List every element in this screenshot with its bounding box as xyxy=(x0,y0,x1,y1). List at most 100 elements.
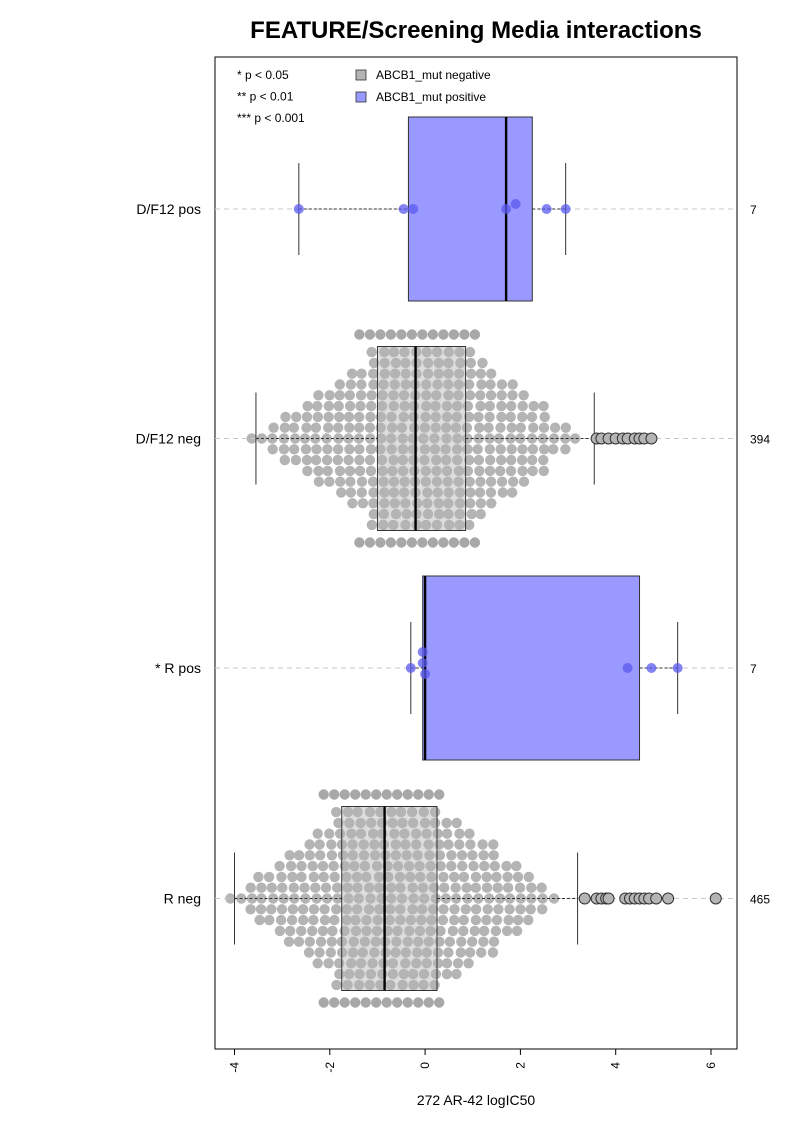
data-point xyxy=(276,871,287,883)
data-point xyxy=(368,498,379,509)
data-point xyxy=(528,400,539,412)
outlier-point xyxy=(578,892,591,905)
data-point xyxy=(323,400,334,412)
data-point xyxy=(434,997,445,1008)
data-point xyxy=(350,789,361,800)
data-point xyxy=(366,817,377,829)
data-point xyxy=(389,828,400,839)
data-point xyxy=(387,817,398,829)
data-point xyxy=(438,871,449,883)
data-point xyxy=(398,968,409,980)
data-point xyxy=(329,914,340,926)
data-point xyxy=(539,444,550,455)
data-point xyxy=(512,871,524,883)
data-point xyxy=(356,476,368,487)
data-point xyxy=(452,454,463,466)
data-point xyxy=(308,904,320,915)
data-point xyxy=(368,368,379,379)
data-point xyxy=(537,904,548,915)
data-point xyxy=(367,828,379,839)
data-point xyxy=(363,882,375,893)
data-point xyxy=(417,537,428,548)
group-n-label: 465 xyxy=(750,893,770,907)
data-point xyxy=(364,806,376,818)
data-point xyxy=(278,893,289,904)
data-point xyxy=(365,465,377,477)
data-point xyxy=(385,329,397,340)
data-point xyxy=(407,882,418,893)
data-point xyxy=(478,936,489,947)
data-point xyxy=(453,465,465,477)
data-point xyxy=(443,346,454,358)
data-point xyxy=(388,390,399,401)
data-point xyxy=(459,537,470,548)
data-point xyxy=(446,850,457,861)
data-point xyxy=(438,537,449,548)
data-point xyxy=(406,537,418,548)
data-point xyxy=(334,379,345,390)
data-point xyxy=(453,390,464,401)
x-axis-label: 272 AR-42 logIC50 xyxy=(417,1092,536,1108)
data-point xyxy=(458,871,470,883)
data-point xyxy=(397,444,409,455)
data-point xyxy=(440,444,451,455)
data-point xyxy=(548,433,560,444)
group-label: D/F12 pos xyxy=(136,201,201,217)
data-point xyxy=(369,839,380,850)
data-point xyxy=(331,904,342,915)
box xyxy=(422,575,641,761)
data-point xyxy=(354,329,365,340)
data-point xyxy=(405,914,417,926)
data-point xyxy=(354,968,365,980)
data-point xyxy=(431,346,443,358)
data-point xyxy=(501,204,512,214)
data-point xyxy=(417,647,428,657)
data-point xyxy=(322,444,333,455)
data-point xyxy=(475,498,487,509)
data-point xyxy=(397,433,408,444)
data-point xyxy=(356,487,367,498)
data-point xyxy=(365,411,376,423)
data-point xyxy=(280,411,291,423)
data-point xyxy=(367,958,378,969)
data-point xyxy=(347,947,359,958)
data-point xyxy=(344,968,355,980)
data-point xyxy=(321,454,333,466)
data-point xyxy=(307,860,318,872)
data-point xyxy=(341,904,352,915)
data-point xyxy=(308,871,319,883)
data-point xyxy=(474,422,485,433)
data-point xyxy=(315,850,326,861)
data-point xyxy=(389,379,400,390)
data-point xyxy=(319,904,330,915)
data-point xyxy=(437,914,449,926)
data-point xyxy=(440,893,452,904)
data-point xyxy=(344,444,355,455)
data-point xyxy=(225,893,236,904)
data-point xyxy=(375,537,386,548)
data-point xyxy=(504,904,515,915)
data-point xyxy=(326,936,337,947)
data-point xyxy=(475,508,486,520)
data-point xyxy=(474,487,486,498)
group-label: R neg xyxy=(164,891,201,907)
data-point xyxy=(458,914,469,926)
data-point xyxy=(407,817,419,829)
data-point xyxy=(319,914,331,926)
data-point xyxy=(293,936,305,947)
data-point xyxy=(517,411,528,423)
data-point xyxy=(512,914,524,926)
data-point xyxy=(430,400,441,412)
data-point xyxy=(458,925,469,937)
data-point xyxy=(421,379,432,390)
data-point xyxy=(424,850,435,861)
data-point xyxy=(368,357,380,369)
data-point xyxy=(515,433,526,444)
data-point xyxy=(397,817,408,829)
data-point xyxy=(370,936,381,947)
data-point xyxy=(397,465,409,477)
data-point xyxy=(448,537,460,548)
data-point xyxy=(329,871,340,883)
data-point xyxy=(411,958,422,969)
data-point xyxy=(449,914,460,926)
